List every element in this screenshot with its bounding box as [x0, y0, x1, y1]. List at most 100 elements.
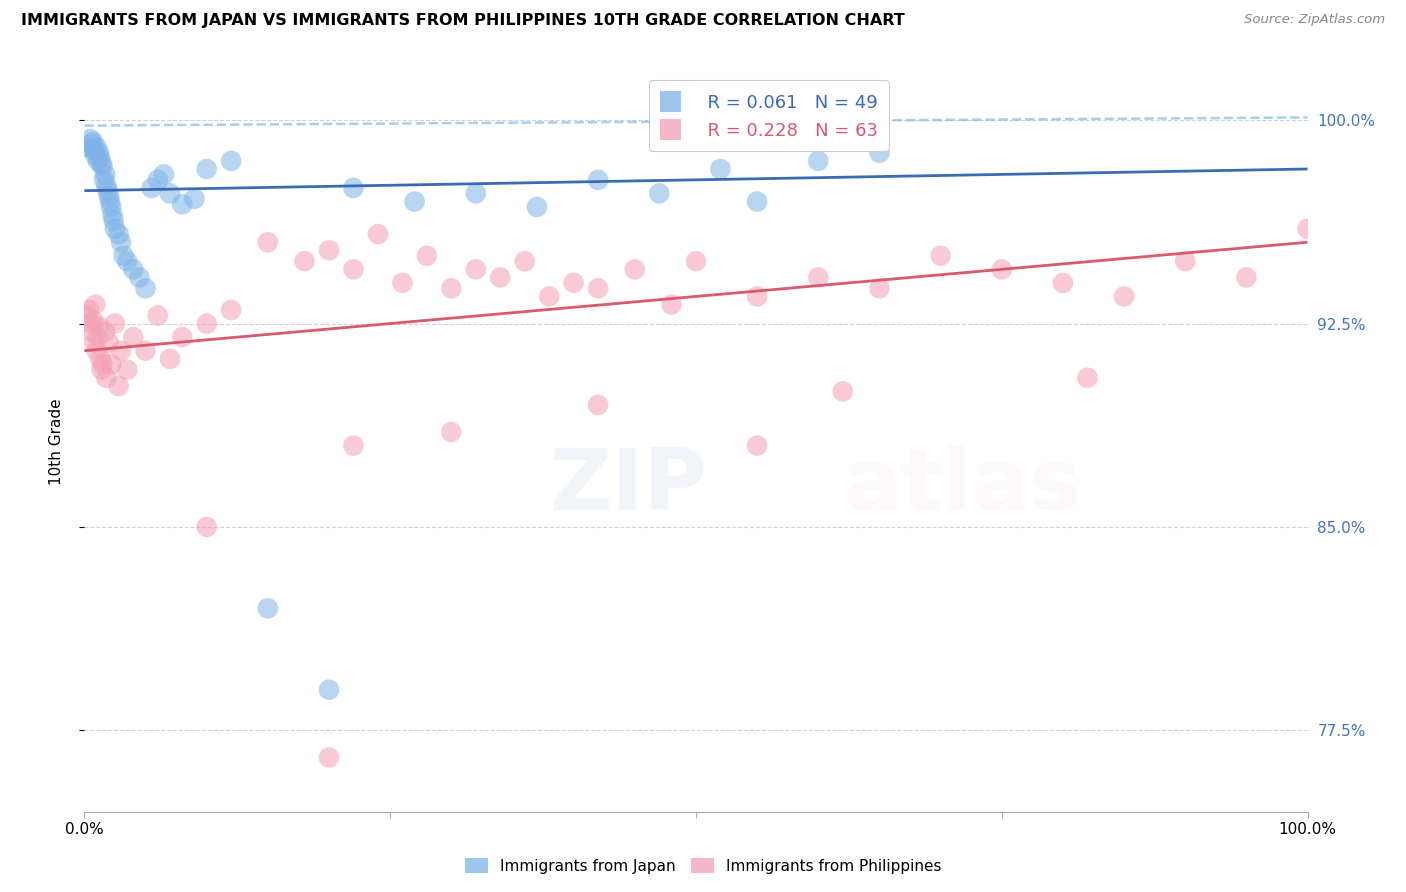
- Point: [146, 309, 169, 323]
- Point: [648, 186, 671, 201]
- Point: [831, 384, 853, 399]
- Point: [489, 270, 512, 285]
- Point: [91, 357, 114, 371]
- Point: [122, 330, 145, 344]
- Point: [82, 314, 104, 328]
- Point: [87, 153, 110, 168]
- Point: [991, 262, 1014, 277]
- Point: [342, 181, 364, 195]
- Point: [929, 249, 952, 263]
- Point: [96, 371, 118, 385]
- Point: [367, 227, 389, 241]
- Point: [87, 145, 110, 160]
- Point: [104, 221, 127, 235]
- Point: [219, 153, 242, 168]
- Point: [110, 235, 132, 250]
- Point: [146, 173, 169, 187]
- Point: [391, 276, 413, 290]
- Point: [107, 227, 129, 241]
- Point: [86, 343, 108, 358]
- Point: [1174, 254, 1197, 268]
- Point: [97, 335, 120, 350]
- Point: [135, 343, 157, 358]
- Legend:   R = 0.061   N = 49,   R = 0.228   N = 63: R = 0.061 N = 49, R = 0.228 N = 63: [650, 80, 889, 151]
- Point: [86, 140, 108, 154]
- Point: [685, 254, 707, 268]
- Text: atlas: atlas: [842, 445, 1081, 528]
- Point: [416, 249, 439, 263]
- Y-axis label: 10th Grade: 10th Grade: [49, 398, 63, 485]
- Point: [96, 178, 118, 193]
- Point: [562, 276, 585, 290]
- Point: [115, 362, 138, 376]
- Point: [97, 184, 120, 198]
- Point: [318, 750, 340, 764]
- Point: [183, 192, 205, 206]
- Point: [219, 303, 242, 318]
- Point: [294, 254, 316, 268]
- Point: [122, 262, 145, 277]
- Point: [747, 289, 769, 303]
- Point: [807, 153, 830, 168]
- Point: [586, 281, 609, 295]
- Point: [586, 398, 609, 412]
- Point: [807, 270, 830, 285]
- Point: [172, 330, 194, 344]
- Point: [1296, 221, 1319, 235]
- Point: [513, 254, 536, 268]
- Point: [135, 281, 157, 295]
- Point: [195, 317, 218, 331]
- Point: [84, 148, 107, 162]
- Point: [80, 325, 103, 339]
- Point: [440, 425, 463, 439]
- Point: [115, 254, 138, 268]
- Point: [172, 197, 194, 211]
- Point: [661, 297, 683, 311]
- Point: [76, 309, 98, 323]
- Point: [128, 270, 150, 285]
- Point: [103, 213, 125, 227]
- Point: [342, 439, 364, 453]
- Point: [112, 249, 135, 263]
- Text: ZIP: ZIP: [550, 445, 707, 528]
- Point: [869, 145, 891, 160]
- Point: [89, 151, 111, 165]
- Point: [464, 186, 486, 201]
- Point: [107, 379, 129, 393]
- Point: [586, 173, 609, 187]
- Point: [93, 173, 115, 187]
- Point: [87, 319, 110, 334]
- Point: [153, 168, 176, 182]
- Point: [257, 601, 280, 615]
- Point: [110, 343, 132, 358]
- Point: [1114, 289, 1136, 303]
- Point: [80, 137, 103, 152]
- Point: [87, 330, 110, 344]
- Point: [318, 682, 340, 697]
- Point: [100, 357, 122, 371]
- Point: [90, 362, 112, 376]
- Point: [97, 189, 120, 203]
- Point: [464, 262, 486, 277]
- Point: [77, 140, 100, 154]
- Point: [1236, 270, 1258, 285]
- Point: [84, 297, 107, 311]
- Point: [141, 181, 163, 195]
- Point: [747, 194, 769, 209]
- Point: [869, 281, 891, 295]
- Point: [257, 235, 280, 250]
- Point: [1076, 371, 1098, 385]
- Point: [624, 262, 647, 277]
- Point: [82, 135, 104, 149]
- Point: [83, 335, 105, 350]
- Point: [100, 200, 122, 214]
- Point: [404, 194, 426, 209]
- Point: [159, 186, 181, 201]
- Point: [94, 325, 117, 339]
- Point: [195, 161, 218, 176]
- Point: [318, 244, 340, 258]
- Point: [104, 317, 127, 331]
- Point: [747, 439, 769, 453]
- Point: [1052, 276, 1074, 290]
- Text: Source: ZipAtlas.com: Source: ZipAtlas.com: [1244, 13, 1385, 27]
